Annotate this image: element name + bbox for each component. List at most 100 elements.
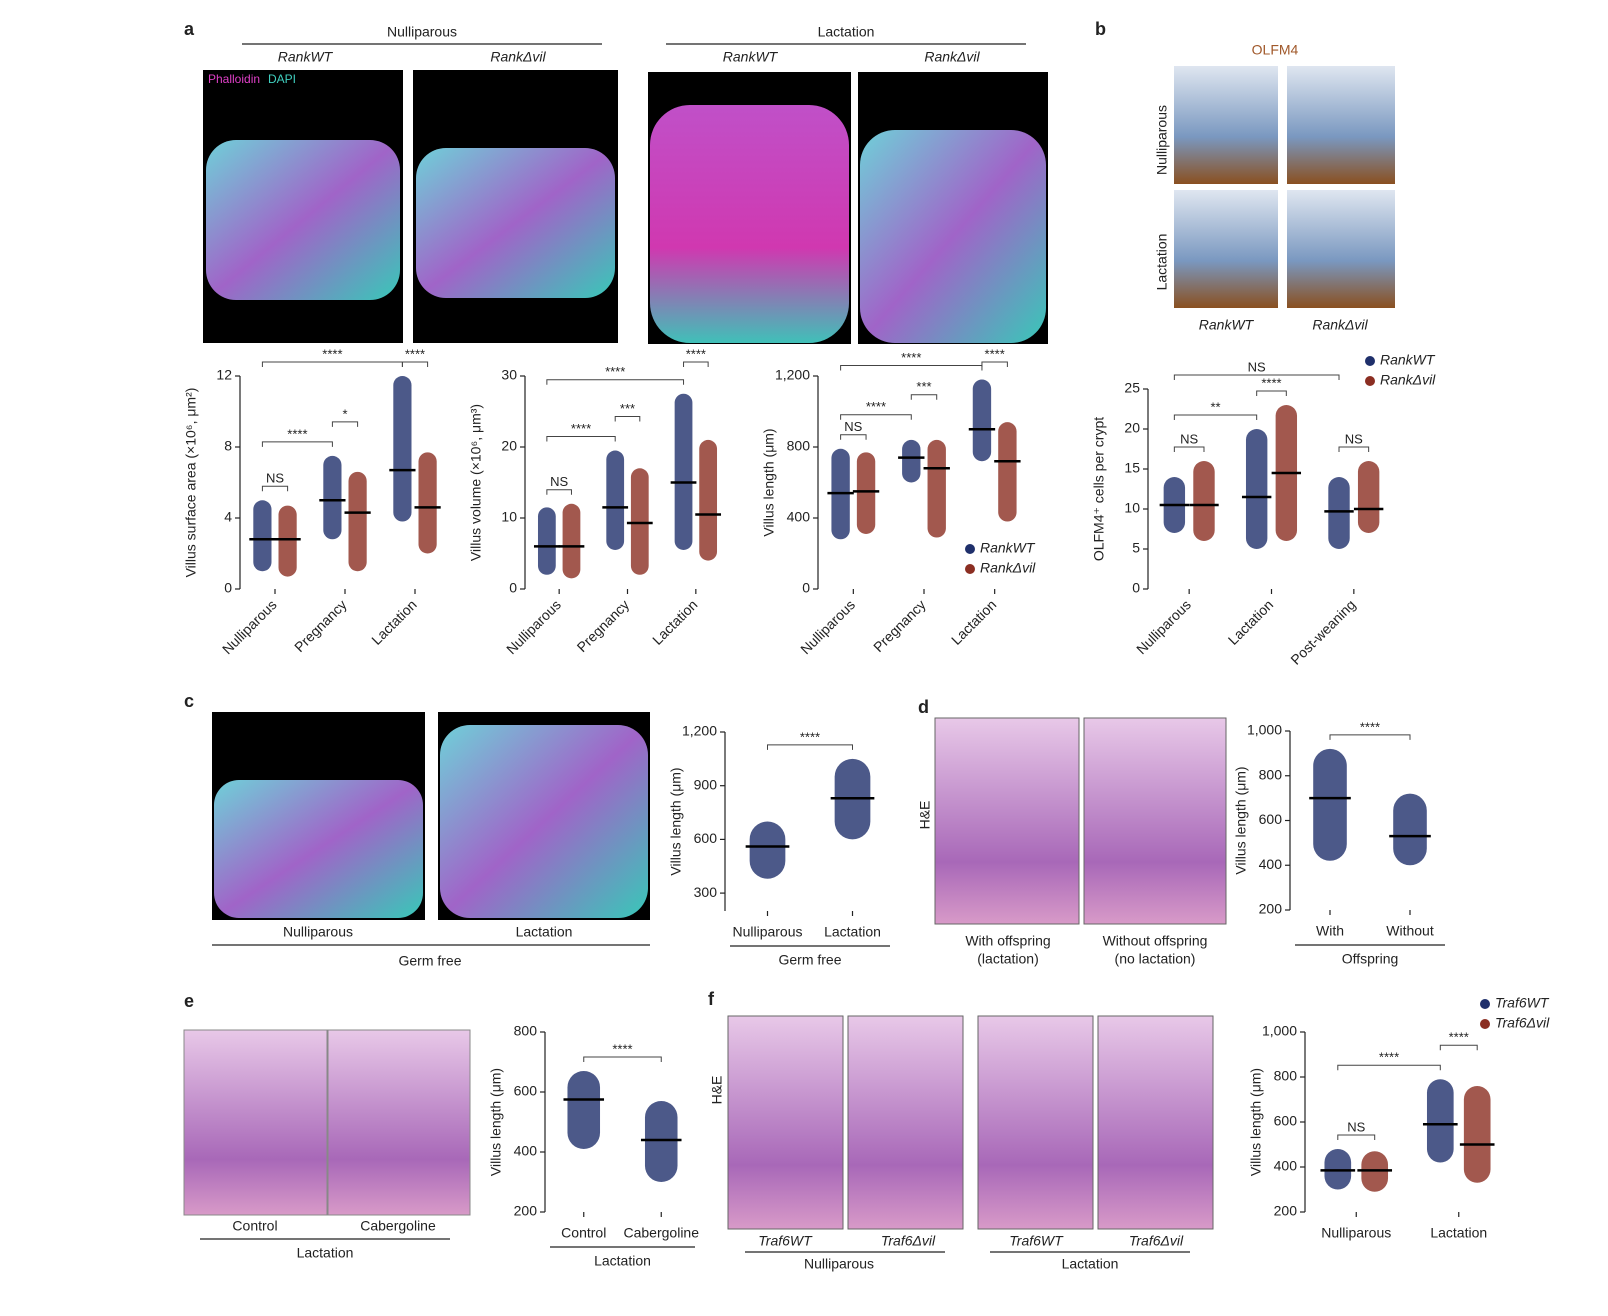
comparison-bracket [261, 485, 289, 492]
y-tick-label: 0 [802, 580, 810, 596]
x-tick-label: Nulliparous [797, 596, 858, 657]
data-range [348, 471, 367, 572]
significance-label: NS [1248, 359, 1266, 374]
data-range [699, 439, 718, 561]
y-axis-label: Villus volume (×10⁶, μm³) [468, 404, 484, 561]
image-tissue [650, 105, 849, 343]
data-range [253, 500, 272, 572]
comparison-bracket [546, 379, 685, 385]
data-range [902, 439, 921, 483]
panel-letter: d [918, 697, 929, 717]
significance-label: *** [620, 401, 635, 416]
comparison-bracket [583, 1056, 662, 1062]
y-tick-label: 800 [514, 1023, 538, 1039]
y-tick-label: 800 [1259, 766, 1283, 782]
stain-label: OLFM4 [1252, 42, 1299, 58]
significance-label: **** [901, 350, 921, 365]
y-tick-label: 12 [216, 367, 232, 383]
group-label: Offspring [1342, 951, 1399, 967]
comparison-bracket [840, 434, 867, 440]
y-tick-label: 1,200 [682, 723, 717, 739]
data-range [1245, 429, 1268, 549]
group-label: Lactation [1062, 1256, 1119, 1272]
stain-label: H&E [709, 1076, 725, 1105]
data-range [393, 376, 412, 522]
data-range [927, 439, 946, 538]
x-tick-label: Cabergoline [624, 1225, 700, 1241]
image-label: With offspring [965, 933, 1050, 949]
x-tick-label: Lactation [1430, 1225, 1487, 1241]
data-range [1328, 477, 1350, 549]
image [1097, 1015, 1214, 1230]
significance-label: **** [1379, 1050, 1399, 1065]
comparison-bracket [261, 361, 403, 367]
data-range [537, 507, 556, 575]
y-tick-label: 1,000 [1247, 722, 1282, 738]
significance-label: *** [916, 379, 931, 394]
significance-label: **** [605, 364, 625, 379]
data-range [749, 821, 786, 879]
y-tick-label: 1,200 [775, 367, 810, 383]
significance-label: **** [1449, 1030, 1469, 1045]
image-label: (lactation) [977, 951, 1038, 967]
data-range [1357, 461, 1380, 533]
genotype-label: Traf6WT [1009, 1233, 1064, 1249]
significance-label: **** [322, 346, 342, 361]
significance-label: ** [1210, 399, 1220, 414]
group-label: Lactation [297, 1245, 354, 1261]
significance-label: **** [866, 399, 886, 414]
y-tick-label: 600 [694, 830, 718, 846]
significance-label: NS [550, 474, 568, 489]
comparison-bracket [1173, 374, 1340, 380]
y-tick-label: 25 [1124, 380, 1140, 396]
comparison-bracket [840, 365, 983, 371]
image [977, 1015, 1094, 1230]
data-range [562, 503, 581, 579]
x-tick-label: Lactation [649, 596, 700, 647]
legend-marker [1480, 1019, 1490, 1029]
legend-marker [1365, 356, 1375, 366]
data-range [606, 450, 625, 550]
genotype-label: RankWT [723, 49, 779, 65]
group-label: Germ free [778, 952, 841, 968]
data-range [972, 379, 992, 462]
x-tick-label: Post-weaning [1287, 596, 1358, 667]
y-tick-label: 20 [1124, 420, 1140, 436]
legend-marker [1480, 999, 1490, 1009]
y-tick-label: 0 [1132, 580, 1140, 596]
genotype-label: Traf6Δvil [881, 1233, 936, 1249]
x-tick-label: Lactation [948, 596, 999, 647]
comparison-bracket [1338, 446, 1370, 452]
comparison-bracket [614, 416, 641, 422]
image [934, 717, 1080, 925]
comparison-bracket [401, 361, 429, 367]
panel-letter: c [184, 691, 194, 711]
y-tick-label: 200 [1274, 1203, 1298, 1219]
y-tick-label: 900 [694, 776, 718, 792]
row-label: Nulliparous [1154, 105, 1170, 175]
data-range [567, 1071, 601, 1149]
comparison-bracket [261, 441, 333, 447]
comparison-bracket [683, 361, 709, 367]
y-axis-label: Villus surface area (×10⁶, μm²) [183, 388, 199, 578]
data-range [1426, 1079, 1454, 1163]
y-tick-label: 1,000 [1262, 1023, 1297, 1039]
image-label: Without offspring [1103, 933, 1208, 949]
y-tick-label: 5 [1132, 540, 1140, 556]
genotype-label: Traf6Δvil [1129, 1233, 1184, 1249]
image [1083, 717, 1227, 925]
comparison-bracket [1337, 1134, 1376, 1140]
data-range [856, 452, 876, 534]
x-tick-label: Nulliparous [732, 924, 802, 940]
x-tick-label: Nulliparous [1133, 596, 1194, 657]
image-label: Cabergoline [360, 1218, 436, 1234]
image [727, 1015, 844, 1230]
x-tick-label: Control [561, 1225, 606, 1241]
legend-label: RankWT [980, 540, 1036, 556]
x-tick-label: Pregnancy [291, 596, 350, 655]
data-range [674, 393, 693, 550]
image-tissue [860, 130, 1046, 343]
y-tick-label: 30 [501, 367, 517, 383]
x-tick-label: Lactation [1225, 596, 1276, 647]
legend-label: RankWT [1380, 352, 1436, 368]
